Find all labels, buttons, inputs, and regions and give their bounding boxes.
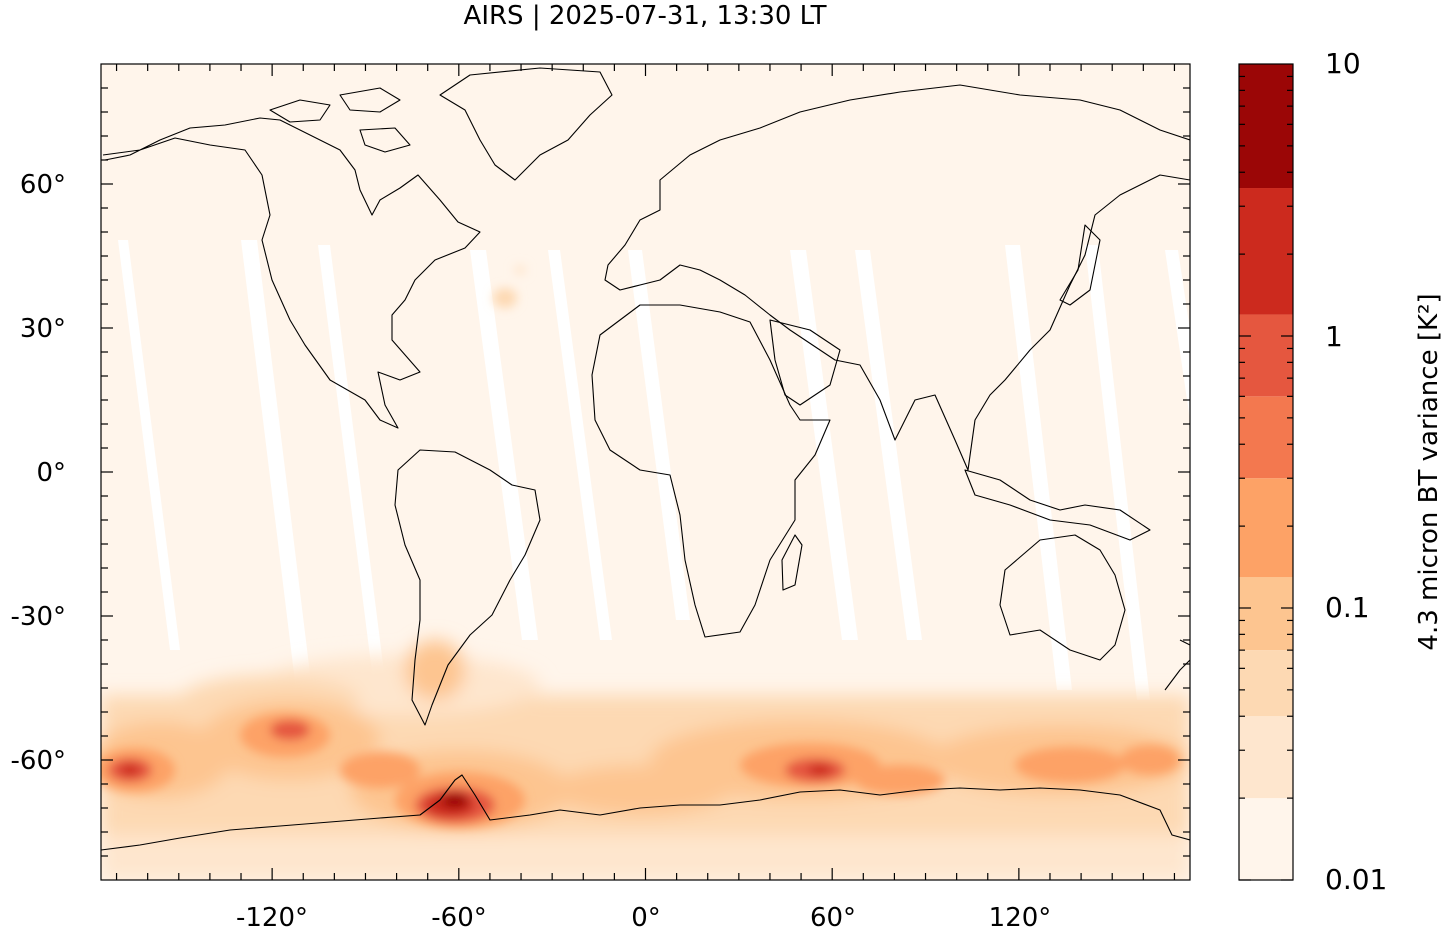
y-axis-labels: 60° 30° 0° -30° -60° — [11, 170, 66, 776]
antarctica-coast — [101, 774, 1190, 851]
colorbar-segment — [1239, 577, 1293, 651]
x-tick-label: -60° — [431, 903, 486, 930]
colorbar-segment — [1239, 650, 1293, 717]
x-tick-label: 0° — [631, 903, 661, 930]
africa-coast — [591, 304, 831, 638]
colorbar-label: 4.3 micron BT variance [K²] — [1414, 293, 1442, 650]
swath-gaps — [118, 240, 1190, 700]
y-tick-label: 0° — [36, 458, 66, 488]
colorbar-segment — [1239, 64, 1293, 189]
y-tick-label: -30° — [11, 602, 66, 632]
coastlines — [101, 67, 1190, 851]
map-title: AIRS | 2025-07-31, 13:30 LT — [464, 1, 827, 31]
map-axes — [100, 63, 1191, 881]
variance-field — [101, 265, 1190, 880]
y-minor-ticks — [101, 87, 1190, 857]
indonesia-coast — [964, 469, 1151, 541]
colorbar-segment — [1239, 716, 1293, 799]
y-tick-label: -60° — [11, 746, 66, 776]
madagascar-coast — [781, 534, 803, 591]
australia-coast — [999, 534, 1126, 661]
south-america-coast — [394, 449, 541, 726]
y-tick-label: 30° — [20, 314, 66, 344]
x-minor-ticks — [115, 64, 1176, 880]
colorbar: 10 1 0.1 0.01 4.3 micron BT variance [K²… — [1238, 47, 1442, 896]
colorbar-tick-labels: 10 1 0.1 0.01 — [1325, 47, 1387, 896]
colorbar-segment — [1239, 478, 1293, 578]
x-tick-label: 120° — [989, 903, 1052, 930]
colorbar-ticks — [1239, 75, 1293, 881]
x-axis-labels: -120° -60° 0° 60° 120° — [236, 903, 1051, 930]
colorbar-tick-label: 0.1 — [1325, 591, 1370, 624]
colorbar-segment — [1239, 188, 1293, 315]
colorbar-segment — [1239, 396, 1293, 479]
colorbar-tick-label: 0.01 — [1325, 863, 1387, 896]
arabia-coast — [769, 319, 841, 406]
map-panel — [101, 64, 1190, 880]
colorbar-segment — [1239, 314, 1293, 397]
colorbar-tick-label: 1 — [1325, 320, 1343, 353]
colorbar-frame — [1238, 63, 1294, 881]
y-tick-label: 60° — [20, 170, 66, 200]
colorbar-tick-label: 10 — [1325, 47, 1361, 80]
eurasia-coast — [604, 84, 1190, 471]
colorbar-segments — [1239, 64, 1293, 880]
japan-coast — [1059, 224, 1101, 306]
arctic-islands — [269, 87, 411, 153]
x-tick-label: -120° — [236, 903, 308, 930]
north-america-coast — [102, 117, 481, 429]
greenland-coast — [439, 67, 613, 181]
colorbar-segment — [1239, 798, 1293, 880]
x-tick-label: 60° — [810, 903, 856, 930]
new-zealand-coast — [1164, 639, 1190, 691]
